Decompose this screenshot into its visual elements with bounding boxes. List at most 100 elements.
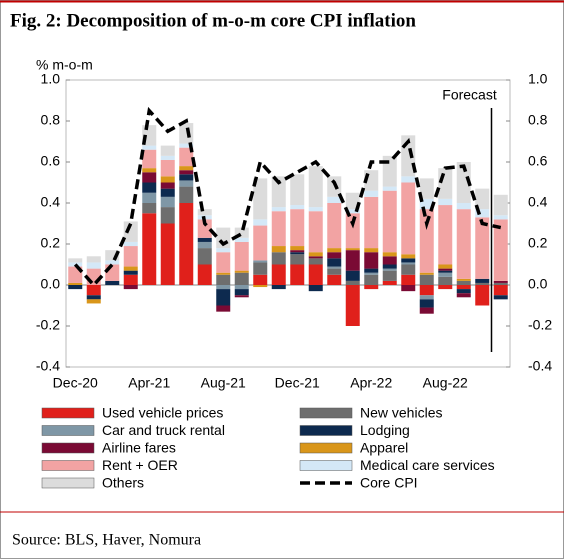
legend-label: Medical care services: [360, 457, 495, 473]
x-tick-label: Apr-22: [350, 375, 392, 391]
bar-segment: [401, 254, 416, 259]
bar-segment: [160, 196, 175, 208]
y-tick-label: -0.4: [36, 358, 60, 374]
bar-segment: [401, 182, 416, 255]
bar-segment: [345, 213, 360, 249]
bar-segment: [234, 285, 249, 290]
bar-segment: [456, 162, 471, 203]
bar-segment: [364, 196, 379, 249]
bar-segment: [216, 272, 231, 275]
bar-segment: [160, 188, 175, 197]
legend-swatch: [41, 442, 95, 454]
bar-segment: [216, 305, 231, 312]
bar-segment: [234, 237, 249, 242]
bar-segment: [105, 250, 120, 261]
legend-swatch: [299, 425, 353, 436]
bar-segment: [382, 190, 397, 253]
bar-segment: [456, 293, 471, 298]
bar-segment: [419, 209, 434, 273]
legend-label: Car and truck rental: [102, 422, 225, 438]
bar-segment: [456, 203, 471, 210]
bar-segment: [160, 223, 175, 285]
bar-segment: [142, 203, 157, 214]
bar-segment: [290, 252, 305, 255]
bar-segment: [364, 272, 379, 275]
bar-segment: [271, 176, 286, 208]
bar-segment: [142, 145, 157, 150]
bar-segment: [234, 227, 249, 238]
bar-segment: [253, 219, 268, 226]
bar-segment: [179, 174, 194, 181]
line: [73, 106, 502, 288]
bar-segment: [234, 241, 249, 271]
legend-label: Airline fares: [102, 440, 176, 456]
bar-segment: [86, 268, 101, 285]
bar-segment: [308, 264, 323, 285]
bar-segment: [401, 264, 416, 275]
bar-segment: [401, 285, 416, 292]
bar-segment: [179, 170, 194, 175]
bar-segment: [438, 168, 453, 199]
bar-segment: [308, 166, 323, 208]
y2-tick-label: 0.2: [528, 235, 548, 251]
bar-segment: [345, 248, 360, 251]
bar-segment: [364, 268, 379, 273]
bar-segment: [438, 285, 453, 290]
plot-frame: [65, 79, 511, 368]
bar-segment: [142, 182, 157, 193]
bar-segment: [160, 155, 175, 160]
bar-segment: [308, 211, 323, 253]
legend-swatch: [41, 460, 95, 471]
bar-segment: [179, 186, 194, 203]
bar-segment: [271, 252, 286, 265]
bar-segment: [234, 289, 249, 296]
bar-segment: [253, 274, 268, 285]
bar-segment: [345, 280, 360, 285]
bar-segment: [86, 285, 101, 296]
bar-segment: [308, 207, 323, 212]
bar-segment: [327, 196, 342, 203]
forecast-label: Forecast: [442, 87, 497, 103]
bar-segment: [160, 159, 175, 177]
y2-tick-label: 0.0: [528, 276, 548, 292]
bar-segment: [160, 145, 175, 156]
bar-segment: [456, 278, 471, 281]
bar-segment: [327, 252, 342, 259]
bar-segment: [493, 215, 508, 220]
bar-segment: [327, 203, 342, 249]
y-axis-label: % m-o-m: [36, 57, 93, 73]
bar-segment: [68, 285, 83, 290]
bar-segment: [179, 143, 194, 148]
bar-segment: [382, 270, 397, 281]
bar-segment: [419, 295, 434, 300]
y2-tick-label: 0.6: [528, 153, 548, 169]
bar-segment: [401, 262, 416, 265]
y-tick-label: 0.4: [41, 194, 61, 210]
bar-segment: [142, 192, 157, 203]
bar-segment: [364, 248, 379, 253]
bar-segment: [382, 264, 397, 269]
bar-segment: [438, 270, 453, 273]
y-tick-label: -0.2: [36, 317, 60, 333]
bar-segment: [493, 295, 508, 300]
bar-segment: [160, 207, 175, 224]
bar-segment: [493, 285, 508, 296]
bar-segment: [197, 219, 212, 238]
y-tick-label: 0.6: [41, 153, 61, 169]
bar-segment: [197, 237, 212, 242]
bar-segment: [456, 280, 471, 285]
bar-segment: [308, 256, 323, 259]
bar-segment: [68, 282, 83, 285]
bar-segment: [382, 256, 397, 265]
bar-segment: [253, 260, 268, 263]
legend-label: Lodging: [360, 422, 410, 438]
bar-segment: [216, 285, 231, 290]
legend-label: Others: [102, 475, 144, 491]
bar-segment: [123, 246, 138, 267]
bar-segment: [271, 264, 286, 285]
y2-tick-label: -0.4: [528, 358, 552, 374]
bar-segment: [308, 285, 323, 292]
bar-segment: [234, 270, 249, 273]
bar-segment: [438, 205, 453, 265]
bar-segment: [493, 194, 508, 216]
